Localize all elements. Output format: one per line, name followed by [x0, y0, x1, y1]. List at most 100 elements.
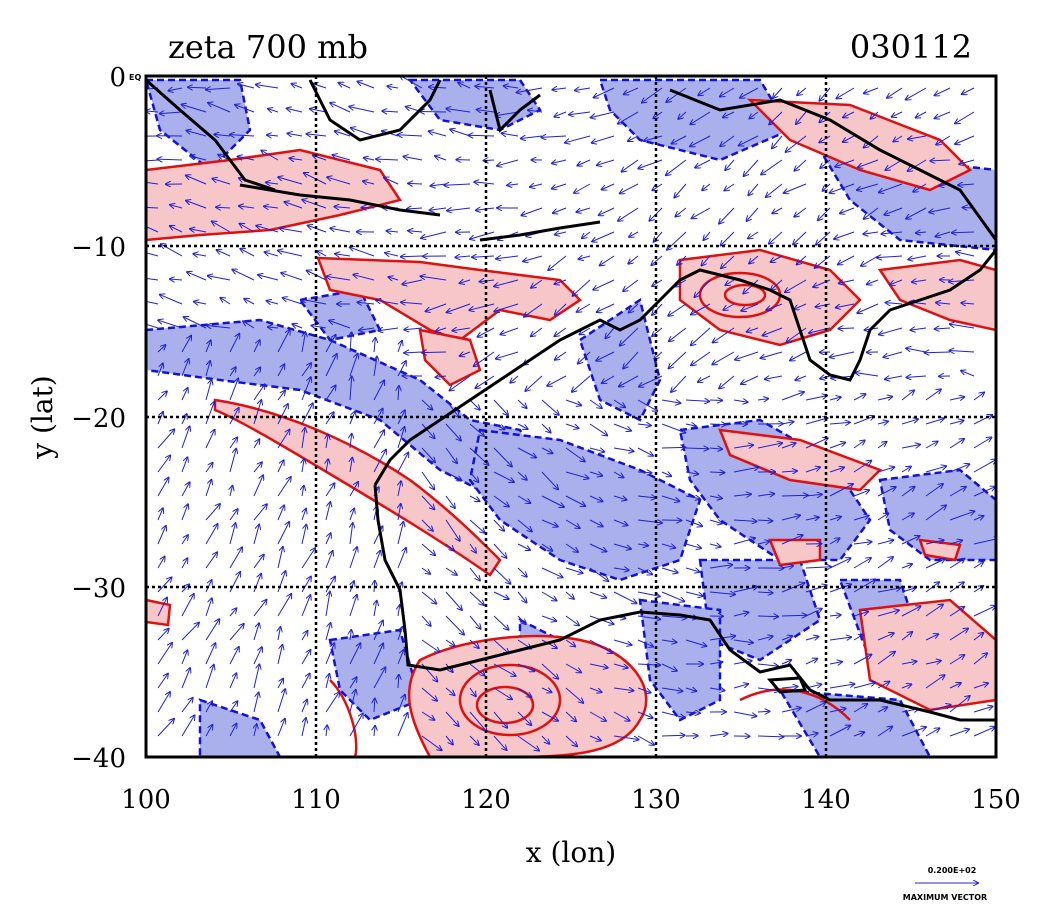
wind-vector — [761, 351, 783, 358]
wind-vector — [376, 159, 399, 160]
wind-vector — [266, 182, 279, 184]
wind-vector — [749, 255, 759, 264]
wind-vector — [949, 655, 964, 665]
wind-vector — [618, 207, 639, 221]
wind-vector — [613, 688, 633, 691]
wind-vector — [469, 303, 495, 310]
wind-vector — [704, 231, 711, 240]
wind-vector — [757, 736, 783, 737]
wind-vector — [146, 277, 159, 281]
wind-vector — [335, 254, 351, 256]
wind-vector — [541, 591, 557, 601]
wind-vector — [747, 207, 759, 221]
x-tick-labels: 100 110 120 130 140 150 — [121, 785, 1021, 815]
wind-vector — [521, 136, 543, 139]
wind-vector — [373, 621, 383, 641]
wind-vector — [460, 352, 471, 356]
wind-vector — [493, 639, 509, 653]
wind-vector — [565, 519, 580, 528]
wind-vector — [661, 543, 675, 548]
coastline-borneo — [308, 79, 442, 142]
wind-vector — [637, 735, 654, 745]
y-tick-label: −30 — [71, 574, 126, 604]
wind-vector — [350, 434, 352, 449]
wind-vector — [445, 399, 459, 417]
wind-vector — [229, 523, 236, 545]
wind-vector — [181, 504, 188, 521]
wind-vector — [721, 255, 735, 268]
wind-vector — [685, 424, 696, 426]
wind-vector — [205, 665, 214, 689]
wind-vector — [757, 616, 778, 617]
wind-vector — [757, 592, 773, 593]
wind-vector — [253, 525, 259, 545]
wind-vector — [326, 674, 329, 689]
wind-vector — [877, 513, 888, 521]
wind-vector — [253, 462, 262, 473]
wind-vector — [469, 543, 476, 553]
wind-vector — [181, 482, 190, 497]
wind-vector — [973, 606, 996, 617]
wind-vector — [325, 592, 330, 617]
wind-vector — [772, 207, 783, 213]
wind-vector — [709, 662, 722, 664]
wind-vector — [229, 647, 239, 665]
wind-vector — [157, 557, 165, 569]
wind-vector — [157, 478, 169, 497]
wind-vector — [925, 675, 945, 689]
wind-vector — [853, 704, 867, 713]
wind-vector — [221, 298, 231, 305]
wind-vector — [268, 327, 279, 328]
wind-vector — [661, 472, 671, 476]
wind-vector — [430, 208, 447, 210]
wind-vector — [374, 601, 377, 617]
wind-vector — [157, 456, 170, 473]
wind-vector — [404, 328, 423, 330]
wind-vector — [206, 88, 231, 90]
wind-vector — [589, 591, 606, 598]
coastline-tasmania — [766, 676, 808, 694]
wind-vector — [217, 250, 231, 257]
wind-vector — [325, 412, 334, 425]
wind-vector — [781, 471, 797, 472]
wind-vector — [301, 577, 311, 593]
wind-vector — [555, 280, 567, 284]
wind-vector — [157, 719, 174, 737]
wind-vector — [555, 327, 567, 336]
wind-vector — [906, 348, 927, 353]
wind-vector — [397, 453, 408, 473]
wind-vector — [146, 181, 159, 185]
wind-vector — [973, 415, 992, 425]
wind-vector — [733, 684, 748, 689]
wind-vector — [160, 295, 183, 305]
wind-vector — [973, 562, 983, 569]
wind-vector — [401, 302, 423, 304]
wind-vector — [205, 480, 211, 497]
wind-vector — [962, 87, 975, 94]
wind-vector — [624, 87, 639, 94]
wind-vector — [253, 504, 267, 521]
wind-vector — [277, 679, 283, 689]
wind-vector — [444, 184, 471, 185]
wind-vector — [781, 687, 798, 689]
wind-vector — [853, 558, 871, 569]
wind-vector — [574, 183, 591, 193]
wind-vector — [157, 674, 168, 689]
wind-vector — [613, 496, 627, 500]
wind-vector — [901, 727, 926, 737]
wind-vector — [795, 159, 807, 171]
wind-vector — [637, 544, 648, 546]
wind-vector — [719, 375, 735, 388]
wind-vector — [548, 255, 567, 270]
wind-vector — [157, 598, 167, 617]
wind-vector — [843, 111, 855, 117]
wind-vector — [157, 643, 172, 665]
wind-vector — [781, 660, 791, 664]
wind-vector — [325, 577, 335, 593]
wind-vector — [709, 544, 721, 547]
wind-vector — [925, 505, 946, 521]
wind-vector — [157, 692, 170, 713]
wind-vector — [452, 328, 471, 331]
wind-vector — [805, 637, 818, 641]
wind-vector — [741, 303, 759, 311]
